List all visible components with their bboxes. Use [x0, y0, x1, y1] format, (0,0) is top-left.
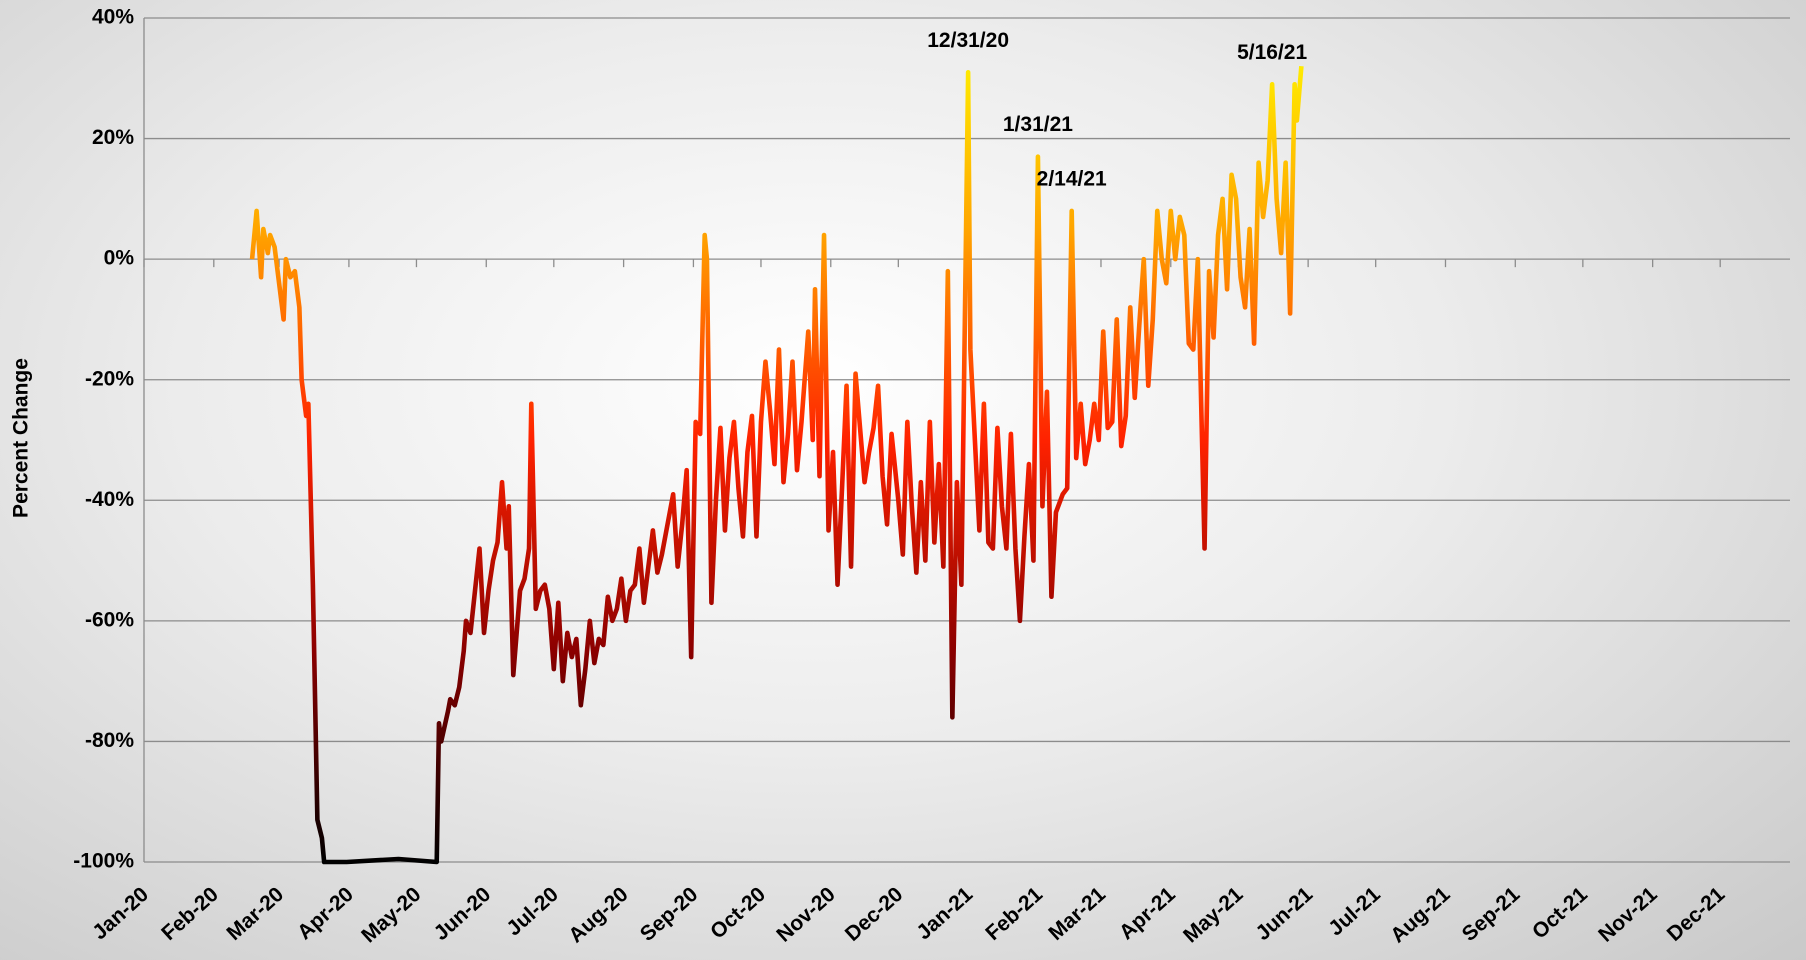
- x-tick-label: Sep-20: [636, 883, 703, 946]
- x-tick-label: Feb-20: [157, 883, 223, 945]
- x-tick-label: Oct-20: [706, 883, 770, 944]
- x-tick-label: Sep-21: [1458, 883, 1525, 946]
- x-tick-label: Aug-20: [564, 883, 632, 948]
- y-tick-label: -40%: [85, 488, 134, 511]
- y-tick-label: 40%: [92, 6, 134, 29]
- annotation: 1/31/21: [1003, 113, 1073, 136]
- page: Percent Change -100% -80% -60% -40% -20% 0% 20…: [0, 0, 1806, 960]
- annotation: 12/31/20: [927, 29, 1009, 52]
- x-tick-label: Aug-21: [1386, 883, 1455, 948]
- x-tick-label: Jul-21: [1324, 883, 1385, 941]
- x-tick-label: Apr-21: [1115, 883, 1180, 945]
- y-tick-label: 20%: [92, 126, 134, 149]
- x-tick-label: Feb-21: [981, 883, 1047, 946]
- x-tick-label: Mar-20: [222, 883, 288, 945]
- y-axis-label: Percent Change: [10, 358, 33, 518]
- x-tick-label: Mar-21: [1044, 883, 1110, 946]
- x-tick-label: Dec-20: [841, 883, 908, 946]
- chart: Percent Change -100% -80% -60% -40% -20% 0% 20…: [0, 0, 1806, 960]
- y-tick-label: -60%: [85, 608, 134, 631]
- x-tick-label: Jun-21: [1251, 883, 1317, 946]
- x-tick-label: Nov-21: [1594, 883, 1662, 947]
- x-tick-label: Jun-20: [430, 883, 496, 945]
- x-tick-label: Nov-20: [772, 883, 839, 947]
- x-tick-label: May-20: [357, 883, 425, 948]
- data-line: [252, 66, 1301, 862]
- annotation: 5/16/21: [1237, 41, 1307, 64]
- x-tick-label: Apr-20: [293, 883, 358, 945]
- x-tick-label: Jan-20: [88, 883, 153, 945]
- x-tick-label: Jan-21: [912, 883, 977, 945]
- x-tick-label: Dec-21: [1663, 883, 1730, 946]
- y-tick-label: -20%: [85, 367, 134, 390]
- annotation: 2/14/21: [1037, 167, 1107, 190]
- x-tick-label: Oct-21: [1528, 883, 1592, 944]
- x-tick-label: Jul-20: [502, 883, 563, 941]
- y-tick-label: -100%: [73, 850, 134, 873]
- x-tick-label: May-21: [1179, 883, 1248, 948]
- y-tick-label: 0%: [104, 247, 135, 270]
- y-tick-label: -80%: [85, 729, 134, 752]
